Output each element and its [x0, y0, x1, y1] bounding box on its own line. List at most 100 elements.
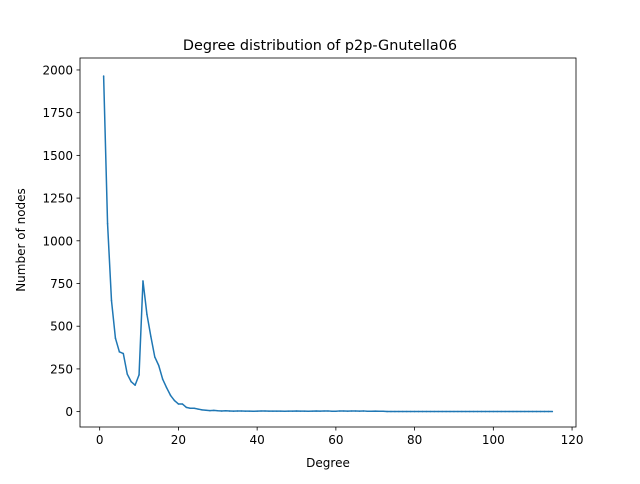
- data-point: [276, 410, 278, 412]
- data-point: [354, 410, 357, 412]
- data-point: [342, 410, 345, 412]
- x-tick-label: 0: [96, 433, 104, 447]
- data-point: [217, 410, 219, 412]
- data-point: [500, 410, 502, 413]
- data-point: [535, 410, 538, 413]
- data-point: [299, 410, 302, 412]
- data-point: [291, 410, 294, 412]
- data-point: [547, 410, 550, 413]
- data-point: [319, 410, 321, 412]
- data-point: [130, 380, 132, 383]
- data-point: [220, 410, 223, 412]
- data-point: [303, 410, 306, 412]
- x-tick-label: 100: [482, 433, 505, 447]
- data-point: [378, 410, 380, 413]
- y-tick-label: 250: [50, 362, 73, 376]
- data-point: [390, 410, 392, 413]
- data-point: [126, 373, 128, 375]
- data-point: [516, 410, 518, 413]
- data-point: [366, 410, 369, 413]
- data-point: [453, 410, 455, 413]
- data-point: [461, 410, 463, 413]
- data-point: [201, 409, 203, 411]
- data-point: [457, 410, 459, 413]
- data-point: [150, 335, 152, 338]
- data-point: [539, 410, 542, 413]
- data-point: [287, 410, 290, 412]
- data-point: [476, 410, 479, 413]
- data-point: [110, 299, 113, 302]
- data-point: [413, 410, 416, 413]
- data-point: [472, 410, 475, 413]
- data-point: [425, 410, 428, 413]
- data-point: [417, 410, 420, 413]
- data-point: [524, 410, 526, 413]
- data-point: [213, 409, 215, 412]
- y-tick-label: 1250: [42, 192, 73, 206]
- data-point: [268, 410, 270, 412]
- y-tick-label: 750: [50, 277, 73, 291]
- data-point: [165, 386, 168, 389]
- data-point: [189, 407, 191, 409]
- data-point: [339, 410, 341, 412]
- data-point: [433, 410, 436, 413]
- data-point: [335, 410, 337, 413]
- data-point: [118, 351, 121, 353]
- chart-title: Degree distribution of p2p-Gnutella06: [183, 38, 457, 54]
- data-point: [421, 410, 424, 413]
- data-point: [531, 410, 534, 413]
- data-point: [154, 356, 156, 358]
- data-point: [280, 410, 282, 412]
- data-point: [374, 410, 376, 412]
- data-point: [488, 410, 491, 413]
- data-point: [134, 384, 136, 386]
- data-point: [508, 410, 510, 413]
- data-point: [394, 410, 396, 413]
- y-tick-label: 1750: [42, 106, 73, 120]
- data-point: [122, 352, 125, 355]
- x-tick-label: 60: [328, 433, 343, 447]
- data-point: [468, 410, 471, 413]
- data-point: [283, 410, 286, 413]
- x-tick-label: 40: [250, 433, 265, 447]
- data-point: [362, 410, 365, 412]
- data-point: [114, 337, 117, 339]
- data-point: [177, 403, 180, 405]
- data-point: [350, 410, 353, 412]
- data-point: [405, 410, 408, 413]
- data-point: [232, 410, 235, 412]
- data-point: [449, 410, 451, 413]
- data-point: [358, 410, 361, 412]
- data-point: [504, 410, 506, 413]
- data-point: [409, 410, 412, 413]
- data-point: [181, 403, 184, 405]
- data-point: [185, 406, 188, 409]
- x-tick-label: 80: [407, 433, 422, 447]
- y-axis: 0 250 500 750 1000 1250 1500 1750 2000: [42, 63, 80, 419]
- data-point: [252, 410, 254, 413]
- data-point: [496, 410, 499, 413]
- data-point: [173, 399, 176, 402]
- data-point: [169, 394, 172, 397]
- data-point: [327, 410, 329, 412]
- data-point: [264, 410, 266, 412]
- y-tick-label: 2000: [42, 63, 73, 77]
- data-point: [248, 410, 251, 412]
- data-point: [197, 408, 199, 410]
- data-point: [205, 409, 207, 412]
- data-point: [224, 410, 227, 412]
- data-point: [543, 410, 546, 413]
- data-point: [323, 410, 325, 412]
- y-tick-label: 500: [50, 320, 73, 334]
- data-point: [311, 410, 314, 412]
- data-point: [441, 410, 443, 413]
- data-point: [429, 410, 432, 413]
- plot-area: 0 20 40 60 80 100 120 0 250 500 750 1000 1250 1500 17…: [42, 57, 584, 447]
- data-point: [315, 410, 317, 412]
- data-point: [382, 410, 384, 413]
- data-point: [102, 75, 105, 77]
- data-point: [492, 410, 495, 413]
- axes-frame: [79, 57, 577, 428]
- data-point: [240, 410, 243, 412]
